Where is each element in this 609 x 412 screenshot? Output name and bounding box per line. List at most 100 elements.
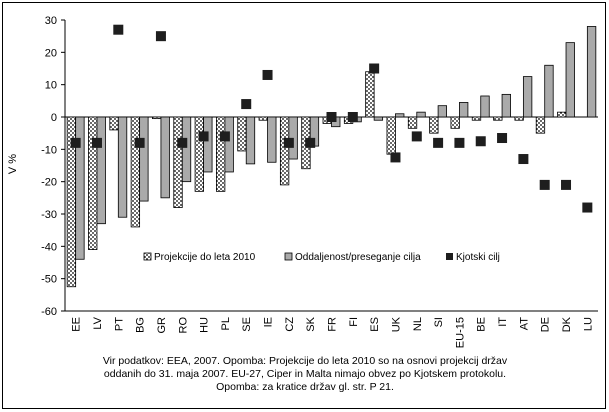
projection-bar bbox=[258, 116, 268, 121]
x-tick-label: LU bbox=[582, 317, 594, 331]
kyoto-marker bbox=[70, 137, 81, 148]
kyoto-marker bbox=[283, 137, 294, 148]
caption: Vir podatkov: EEA, 2007. Opomba: Projekc… bbox=[40, 355, 570, 394]
kyoto-marker bbox=[198, 131, 209, 142]
projection-bar bbox=[279, 116, 290, 186]
x-tick-label: NL bbox=[412, 317, 424, 331]
kyoto-marker bbox=[155, 31, 166, 42]
x-tick-label: SI bbox=[433, 317, 445, 327]
kyoto-marker bbox=[561, 179, 572, 190]
legend-swatch bbox=[284, 252, 293, 261]
projection-bar bbox=[429, 116, 439, 134]
legend-label: Projekcije do leta 2010 bbox=[154, 252, 256, 263]
legend-label: Kjotski cilj bbox=[456, 252, 500, 263]
kyoto-marker bbox=[369, 63, 380, 74]
gap-bar bbox=[544, 64, 554, 118]
y-tick-label: -30 bbox=[41, 209, 57, 221]
projection-bar bbox=[173, 116, 183, 208]
gap-bar bbox=[117, 116, 128, 218]
x-tick-label: LV bbox=[92, 316, 104, 329]
x-tick-label: CZ bbox=[284, 317, 296, 332]
kyoto-marker bbox=[177, 137, 188, 148]
projection-bar bbox=[130, 116, 141, 228]
projection-bar bbox=[88, 116, 98, 250]
gap-bar bbox=[139, 116, 149, 202]
legend-swatch bbox=[446, 253, 453, 260]
gap-bar bbox=[373, 116, 384, 121]
x-tick-label: IT bbox=[497, 317, 509, 327]
x-tick-label: ES bbox=[369, 317, 381, 332]
kyoto-marker bbox=[91, 137, 102, 148]
y-tick-label: 10 bbox=[45, 80, 57, 92]
projection-bar bbox=[493, 116, 503, 121]
x-tick-label: RO bbox=[177, 317, 189, 334]
kyoto-marker bbox=[326, 112, 337, 122]
projection-bar bbox=[152, 116, 162, 120]
legend-swatch bbox=[143, 252, 152, 261]
gap-bar bbox=[501, 93, 511, 118]
kyoto-marker bbox=[113, 24, 124, 35]
kyoto-marker bbox=[347, 112, 358, 122]
x-tick-label: PL bbox=[220, 317, 232, 330]
gap-bar bbox=[75, 116, 85, 260]
projection-bar bbox=[471, 116, 482, 121]
projection-bar bbox=[215, 116, 226, 192]
gap-bar bbox=[181, 116, 192, 183]
projection-bar bbox=[194, 116, 204, 192]
caption-line-1: Vir podatkov: EEA, 2007. Opomba: Projekc… bbox=[102, 355, 508, 367]
projection-bar bbox=[535, 116, 546, 134]
projection-bar bbox=[450, 116, 460, 129]
x-tick-label: SE bbox=[241, 317, 253, 332]
bars bbox=[66, 26, 597, 288]
gap-bar bbox=[416, 111, 426, 118]
y-tick-label: 20 bbox=[45, 47, 57, 59]
x-tick-labels: EE LV PT BG GR RO HU PL SE IE CZ SK FR FI ES UK NL SI EU-1… bbox=[71, 316, 595, 348]
projection-bar bbox=[407, 116, 418, 129]
x-tick-label: EE bbox=[71, 317, 83, 332]
gap-bar bbox=[437, 105, 448, 118]
figure-frame bbox=[2, 2, 606, 409]
x-tick-label: SK bbox=[305, 316, 317, 331]
gap-bar bbox=[203, 116, 213, 173]
x-tick-label: FR bbox=[327, 317, 339, 332]
y-tick-label: -10 bbox=[41, 144, 57, 156]
x-tick-label: PT bbox=[113, 317, 125, 331]
kyoto-marker bbox=[539, 179, 550, 190]
y-tick-label: -20 bbox=[41, 177, 57, 189]
x-tick-label: DE bbox=[540, 317, 552, 332]
gap-bar bbox=[586, 26, 597, 118]
kyoto-marker bbox=[219, 131, 230, 142]
markers bbox=[70, 24, 593, 213]
legend-label: Oddaljenost/preseganje cilja bbox=[295, 252, 421, 263]
gap-bar bbox=[565, 42, 575, 118]
x-tick-label: UK bbox=[390, 316, 402, 332]
projection-bar bbox=[386, 116, 396, 155]
x-tick-label: HU bbox=[199, 317, 211, 333]
gap-bar bbox=[480, 95, 490, 118]
gap-bar bbox=[224, 116, 234, 173]
kyoto-marker bbox=[305, 137, 316, 148]
projection-bar bbox=[557, 111, 567, 118]
legend: Projekcije do leta 2010 Oddaljenost/prese… bbox=[143, 252, 500, 263]
y-tick-label: 30 bbox=[45, 15, 57, 27]
kyoto-marker bbox=[475, 136, 486, 147]
kyoto-marker bbox=[241, 99, 252, 110]
x-tick-label: AT bbox=[518, 317, 530, 331]
y-tick-label: 0 bbox=[51, 112, 57, 124]
y-ticks: -60 -50 -40 -30 -20 -10 0 10 20 30 bbox=[41, 15, 65, 318]
gap-bar bbox=[522, 76, 533, 118]
kyoto-marker bbox=[433, 137, 444, 148]
x-tick-label: EU-15 bbox=[454, 317, 466, 348]
kyoto-marker bbox=[411, 131, 422, 142]
y-tick-label: -60 bbox=[41, 306, 57, 318]
x-tick-label: DK bbox=[561, 316, 573, 332]
projection-bar bbox=[514, 116, 524, 121]
y-tick-label: -40 bbox=[41, 241, 57, 253]
gap-bar bbox=[395, 113, 405, 118]
kyoto-marker bbox=[582, 202, 593, 213]
x-tick-label: FI bbox=[348, 317, 360, 327]
kyoto-marker bbox=[454, 137, 465, 148]
projection-bar bbox=[237, 116, 247, 152]
x-tick-label: IE bbox=[263, 317, 275, 327]
